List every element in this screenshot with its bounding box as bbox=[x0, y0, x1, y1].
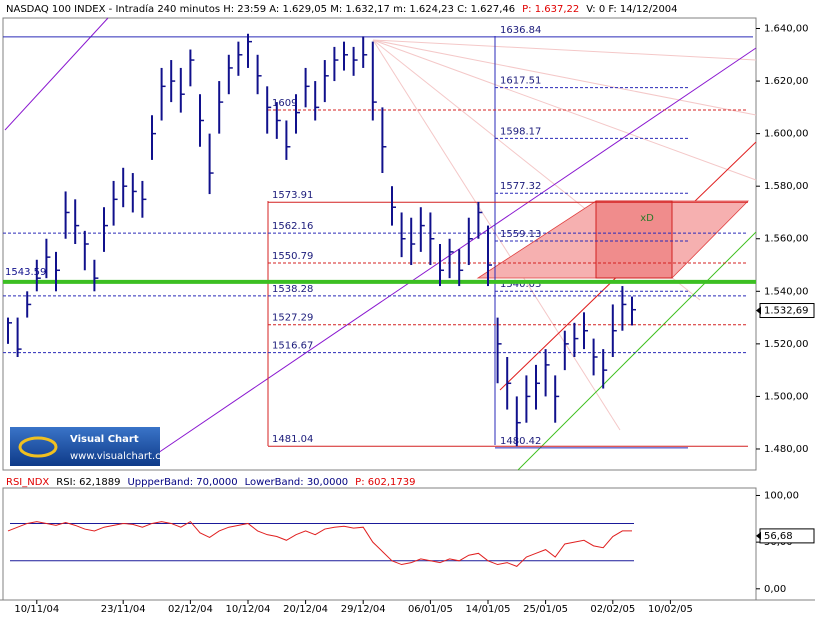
level-label: 1609 bbox=[272, 98, 297, 109]
trend-line bbox=[154, 47, 757, 456]
x-tick-label: 25/01/05 bbox=[523, 604, 568, 615]
last-value-label: 56,68 bbox=[764, 531, 793, 542]
level-label: 1598.17 bbox=[500, 126, 541, 137]
level-label: 1480.42 bbox=[500, 436, 541, 447]
level-label: 1559.13 bbox=[500, 229, 541, 240]
x-tick-label: 02/12/04 bbox=[168, 604, 213, 615]
level-label: 1550.79 bbox=[272, 251, 313, 262]
last-value-label: 1.532,69 bbox=[764, 306, 809, 317]
last-value-pointer bbox=[756, 306, 761, 315]
x-tick-label: 02/02/05 bbox=[590, 604, 635, 615]
last-value-pointer bbox=[756, 531, 761, 540]
header-text: RSI: 62,1889 bbox=[56, 477, 120, 488]
y-tick-label: 1.560,00 bbox=[764, 234, 809, 245]
y-tick-label: 1.500,00 bbox=[764, 391, 809, 402]
logo-mark bbox=[18, 436, 58, 458]
header-text: P: 1.637,22 bbox=[522, 4, 579, 15]
rsi-line bbox=[7, 520, 632, 567]
header-text: P: 602,1739 bbox=[355, 477, 415, 488]
level-label: 1527.29 bbox=[272, 313, 313, 324]
x-tick-label: 23/11/04 bbox=[101, 604, 146, 615]
level-label: 1636.84 bbox=[500, 25, 541, 36]
y-tick-label: 100,00 bbox=[764, 490, 799, 501]
logo-url: www.visualchart.com bbox=[70, 451, 176, 462]
logo-box bbox=[10, 427, 160, 466]
y-tick-label: 1.640,00 bbox=[764, 24, 809, 35]
level-label: 1577.32 bbox=[500, 181, 541, 192]
pattern-box bbox=[595, 200, 673, 279]
y-tick-label: 1.600,00 bbox=[764, 129, 809, 140]
x-tick-label: 06/01/05 bbox=[408, 604, 453, 615]
y-tick-label: 1.520,00 bbox=[764, 339, 809, 350]
annotation: xD bbox=[640, 213, 654, 224]
x-tick-label: 14/01/05 bbox=[466, 604, 511, 615]
level-label: 1481.04 bbox=[272, 434, 313, 445]
header-text: V: 0 F: 14/12/2004 bbox=[586, 4, 677, 15]
logo: Visual Chart www.visualchart.com bbox=[10, 427, 176, 466]
level-label: 1573.91 bbox=[272, 190, 313, 201]
x-tick-label: 10/12/04 bbox=[226, 604, 271, 615]
level-label: 1516.67 bbox=[272, 341, 313, 352]
support-label: 1543.59 bbox=[5, 267, 46, 278]
level-label: 1562.16 bbox=[272, 221, 313, 232]
channel-line bbox=[517, 231, 757, 471]
y-tick-label: 1.620,00 bbox=[764, 76, 809, 87]
header-text: RSI_NDX bbox=[6, 477, 49, 488]
y-tick-label: 1.480,00 bbox=[764, 444, 809, 455]
y-tick-label: 1.580,00 bbox=[764, 181, 809, 192]
header-text: NASDAQ 100 INDEX - Intradía 240 minutos … bbox=[6, 3, 515, 15]
x-tick-label: 10/11/04 bbox=[14, 604, 59, 615]
y-tick-label: 1.540,00 bbox=[764, 286, 809, 297]
level-label: 1617.51 bbox=[500, 76, 541, 87]
x-tick-label: 10/02/05 bbox=[648, 604, 693, 615]
level-label: 1540.03 bbox=[500, 279, 541, 290]
logo-title: Visual Chart bbox=[70, 434, 139, 445]
header-text: LowerBand: 30,0000 bbox=[245, 477, 349, 488]
price-frame bbox=[2, 17, 757, 471]
level-label: 1538.28 bbox=[272, 284, 313, 295]
header-text: UppperBand: 70,0000 bbox=[127, 477, 237, 488]
x-tick-label: 20/12/04 bbox=[283, 604, 328, 615]
x-tick-label: 29/12/04 bbox=[341, 604, 386, 615]
y-tick-label: 0,00 bbox=[764, 584, 786, 595]
